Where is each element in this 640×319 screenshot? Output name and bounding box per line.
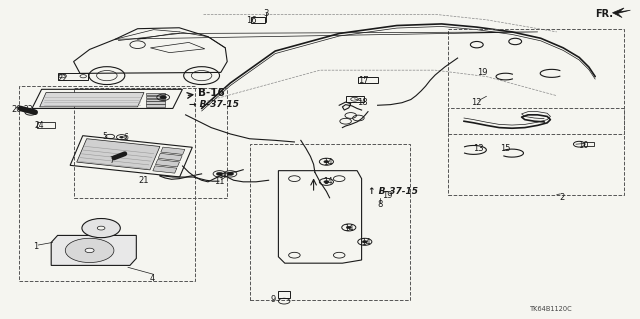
Circle shape: [362, 241, 367, 243]
Polygon shape: [77, 139, 160, 170]
Circle shape: [227, 172, 234, 175]
Circle shape: [160, 96, 166, 99]
Bar: [278, 291, 290, 298]
Text: 21: 21: [139, 176, 149, 185]
Bar: [146, 99, 165, 101]
Text: 14: 14: [323, 177, 333, 186]
Text: 15: 15: [500, 145, 511, 153]
Text: 6: 6: [123, 133, 128, 142]
Polygon shape: [612, 8, 630, 18]
Text: 14: 14: [361, 238, 371, 247]
Polygon shape: [161, 147, 185, 154]
Text: 18: 18: [357, 98, 367, 107]
Circle shape: [324, 181, 329, 183]
Polygon shape: [51, 235, 136, 265]
Text: 12: 12: [472, 98, 482, 107]
Text: 20: 20: [12, 105, 22, 114]
Text: 2: 2: [559, 193, 564, 202]
Bar: [448, 108, 624, 195]
Bar: [584, 142, 594, 146]
Circle shape: [65, 238, 114, 263]
Bar: [251, 17, 265, 23]
Text: 8: 8: [378, 200, 383, 209]
Text: TK64B1120C: TK64B1120C: [531, 306, 573, 312]
Bar: [146, 104, 165, 107]
Bar: [250, 144, 410, 300]
Text: 1: 1: [33, 242, 38, 251]
Circle shape: [82, 219, 120, 238]
Bar: [358, 77, 378, 83]
Text: 19: 19: [477, 68, 488, 77]
Text: 10: 10: [579, 141, 589, 150]
Text: 14: 14: [344, 224, 354, 233]
Text: 7: 7: [109, 156, 115, 165]
Bar: [346, 96, 364, 102]
Text: 23: 23: [24, 105, 34, 114]
Bar: [448, 29, 624, 134]
Polygon shape: [156, 160, 179, 167]
Circle shape: [120, 136, 124, 138]
Bar: [146, 96, 165, 98]
Bar: [146, 93, 165, 95]
Text: 5: 5: [102, 132, 107, 141]
Text: ↑ B-37-15: ↑ B-37-15: [368, 187, 418, 196]
Circle shape: [346, 226, 351, 229]
Polygon shape: [40, 93, 144, 107]
Text: FR.: FR.: [595, 9, 613, 19]
Text: 14: 14: [323, 158, 333, 167]
Text: 24: 24: [35, 121, 45, 130]
Polygon shape: [153, 166, 177, 173]
Polygon shape: [158, 153, 182, 161]
Text: 4: 4: [150, 274, 155, 283]
Circle shape: [97, 226, 105, 230]
Text: 19: 19: [383, 191, 393, 200]
Bar: [37, 122, 55, 128]
Text: 11: 11: [214, 177, 224, 186]
Text: 13: 13: [474, 145, 484, 153]
Bar: [19, 86, 195, 281]
Text: 22: 22: [58, 74, 68, 83]
Text: 3: 3: [263, 9, 268, 18]
Text: → B-37-15: → B-37-15: [189, 100, 239, 109]
Text: B-16: B-16: [198, 87, 225, 98]
Bar: [74, 88, 227, 198]
Text: 16: 16: [246, 16, 257, 25]
Circle shape: [216, 172, 223, 175]
Bar: [146, 101, 165, 104]
Text: 9: 9: [271, 295, 276, 304]
Bar: [58, 73, 88, 80]
Circle shape: [324, 160, 329, 163]
Text: 17: 17: [358, 76, 369, 85]
Circle shape: [85, 248, 94, 253]
